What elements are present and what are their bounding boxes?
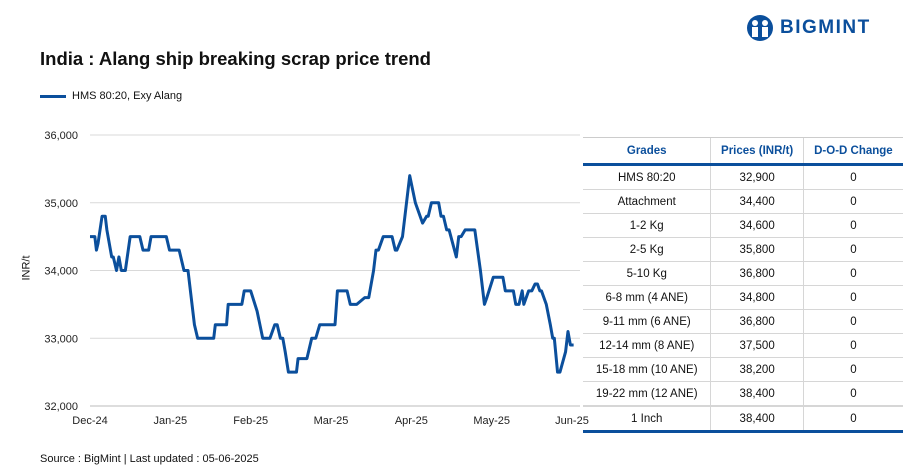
x-tick-label: May-25	[473, 415, 510, 427]
legend: HMS 80:20, Exy Alang	[40, 90, 182, 102]
table-row: 1-2 Kg 34,600 0	[583, 213, 903, 238]
legend-swatch	[40, 94, 66, 98]
change-cell: 0	[802, 213, 903, 238]
chart-title: India : Alang ship breaking scrap price …	[40, 48, 431, 69]
table-row: 12-14 mm (8 ANE) 37,500 0	[583, 333, 903, 358]
grade-cell: 2-5 Kg	[583, 237, 711, 262]
change-cell: 0	[802, 285, 903, 310]
change-cell: 0	[802, 309, 903, 334]
x-tick-label: Feb-25	[233, 415, 268, 427]
price-cell: 38,400	[710, 381, 804, 407]
price-cell: 36,800	[710, 309, 804, 334]
price-table: Grades Prices (INR/t) D-O-D Change HMS 80:…	[583, 137, 903, 433]
table-row: 15-18 mm (10 ANE) 38,200 0	[583, 357, 903, 382]
price-cell: 38,200	[710, 357, 804, 382]
price-cell: 34,600	[710, 213, 804, 238]
change-cell: 0	[802, 189, 903, 214]
grade-cell: 19-22 mm (12 ANE)	[583, 381, 711, 407]
grade-cell: 15-18 mm (10 ANE)	[583, 357, 711, 382]
table-header: Grades Prices (INR/t) D-O-D Change	[583, 137, 903, 166]
grade-cell: 1 Inch	[583, 405, 711, 433]
table-row: 9-11 mm (6 ANE) 36,800 0	[583, 309, 903, 334]
grade-cell: 12-14 mm (8 ANE)	[583, 333, 711, 358]
column-header: Prices (INR/t)	[710, 137, 804, 166]
grade-cell: Attachment	[583, 189, 711, 214]
grade-cell: 9-11 mm (6 ANE)	[583, 309, 711, 334]
x-tick-label: Mar-25	[314, 415, 349, 427]
change-cell: 0	[802, 164, 903, 190]
series-line-hms-80-20	[90, 174, 574, 374]
source-note: Source : BigMint | Last updated : 05-06-…	[40, 453, 259, 465]
grade-cell: 6-8 mm (4 ANE)	[583, 285, 711, 310]
logo-icon	[747, 15, 773, 41]
legend-label: HMS 80:20, Exy Alang	[72, 90, 183, 102]
y-tick-label: 36,000	[44, 130, 78, 142]
price-cell: 34,800	[710, 285, 804, 310]
column-header: Grades	[583, 137, 711, 166]
y-tick-label: 33,000	[44, 333, 78, 345]
brand-name: BIGMINT	[780, 17, 871, 38]
price-cell: 34,400	[710, 189, 804, 214]
change-cell: 0	[802, 381, 903, 407]
change-cell: 0	[802, 261, 903, 286]
change-cell: 0	[802, 333, 903, 358]
price-cell: 38,400	[710, 405, 804, 433]
x-tick-label: Jan-25	[154, 415, 188, 427]
table-row: 5-10 Kg 36,800 0	[583, 261, 903, 286]
column-header: D-O-D Change	[802, 137, 903, 166]
table-row: 6-8 mm (4 ANE) 34,800 0	[583, 285, 903, 310]
y-tick-label: 35,000	[44, 198, 78, 210]
change-cell: 0	[802, 237, 903, 262]
price-cell: 35,800	[710, 237, 804, 262]
grade-cell: HMS 80:20	[583, 164, 711, 190]
y-tick-label: 34,000	[44, 266, 78, 278]
change-cell: 0	[802, 357, 903, 382]
price-cell: 32,900	[710, 164, 804, 190]
bigmint-logo: BIGMINT	[746, 14, 871, 42]
grade-cell: 5-10 Kg	[583, 261, 711, 286]
grade-cell: 1-2 Kg	[583, 213, 711, 238]
change-cell: 0	[802, 405, 903, 433]
x-tick-label: Dec-24	[72, 415, 107, 427]
table-row: HMS 80:20 32,900 0	[583, 164, 903, 190]
price-cell: 36,800	[710, 261, 804, 286]
x-tick-label: Jun-25	[555, 415, 589, 427]
table-row: Attachment 34,400 0	[583, 189, 903, 214]
table-row: 1 Inch 38,400 0	[583, 405, 903, 433]
x-tick-label: Apr-25	[395, 415, 428, 427]
table-row: 2-5 Kg 35,800 0	[583, 237, 903, 262]
table-row: 19-22 mm (12 ANE) 38,400 0	[583, 381, 903, 407]
y-tick-label: 32,000	[44, 401, 78, 413]
price-cell: 37,500	[710, 333, 804, 358]
